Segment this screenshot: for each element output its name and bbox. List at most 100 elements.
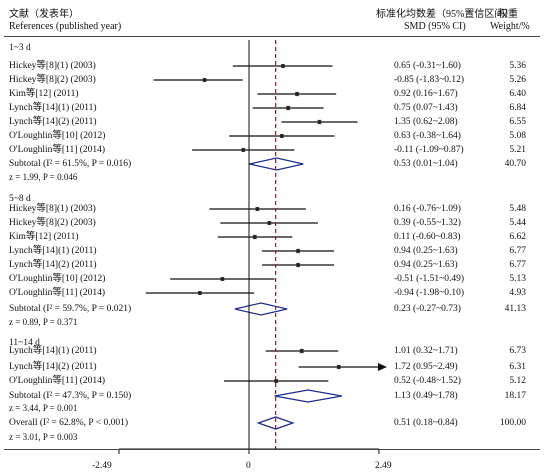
study-row: Lynch等[14](1) (2011) 0.94 (0.25~1.63) 6.77 xyxy=(0,244,544,258)
row-weight: 6.31 xyxy=(509,362,526,372)
row-weight: 4.93 xyxy=(509,288,526,298)
subgroup-z-test: z = 0.89, P = 0.371 xyxy=(9,317,78,327)
point-estimate xyxy=(255,207,260,211)
footer-divider xyxy=(4,449,540,450)
point-estimate xyxy=(286,106,291,110)
row-weight: 6.84 xyxy=(509,103,526,113)
row-smd-ci: 1.72 (0.95~2.49) xyxy=(394,362,458,372)
row-label: Lynch等[14](2) (2011) xyxy=(9,260,97,270)
subtotal-row: Subtotal (I² = 59.7%, P = 0.021) 0.23 (-0… xyxy=(0,302,544,316)
row-label: Lynch等[14](2) (2011) xyxy=(9,362,97,372)
row-weight: 40.70 xyxy=(504,159,526,169)
point-estimate xyxy=(197,291,202,295)
pooled-diamond xyxy=(256,416,295,430)
study-row: O'Loughlin等[11] (2014) -0.11 (-1.09~0.87)… xyxy=(0,143,544,157)
row-weight: 5.48 xyxy=(509,204,526,214)
study-row: O'Loughlin等[10] (2012) -0.51 (-1.51~0.49)… xyxy=(0,272,544,286)
row-smd-ci: -0.85 (-1.83~0.12) xyxy=(394,75,465,85)
row-smd-ci: -0.11 (-1.09~0.87) xyxy=(394,145,464,155)
row-smd-ci: 0.53 (0.01~1.04) xyxy=(394,159,458,169)
subgroup-z-test: z = 1.99, P = 0.046 xyxy=(9,172,78,182)
pooled-diamond xyxy=(274,389,343,403)
row-smd-ci: 1.35 (0.62~2.08) xyxy=(394,117,458,127)
row-smd-ci: 0.65 (-0.31~1.60) xyxy=(394,61,461,71)
row-label: Kim等[12] (2011) xyxy=(9,89,79,99)
point-estimate xyxy=(296,249,301,253)
subgroup-z-test: z = 3.44, P = 0.001 xyxy=(9,403,78,413)
header-smd-cn: 标准化均数差（95%置信区间） xyxy=(376,9,515,20)
row-label: Lynch等[14](1) (2011) xyxy=(9,246,97,256)
header-weight-cn: 权重 xyxy=(498,9,518,20)
x-tick-label: -2.49 xyxy=(92,461,112,471)
study-row: Lynch等[14](1) (2011) 1.01 (0.32~1.71) 6.73 xyxy=(0,344,544,358)
study-row: Hickey等[8](2) (2003) 0.39 (-0.55~1.32) 5.4… xyxy=(0,216,544,230)
x-tick-label: 0 xyxy=(246,461,251,471)
row-weight: 41.13 xyxy=(504,304,526,314)
row-label: Hickey等[8](2) (2003) xyxy=(9,218,96,228)
row-label: O'Loughlin等[10] (2012) xyxy=(9,274,106,284)
point-estimate xyxy=(296,263,301,267)
row-label: Subtotal (I² = 47.3%, P = 0.150) xyxy=(9,391,132,401)
point-estimate xyxy=(202,78,207,82)
row-weight: 6.62 xyxy=(509,232,526,242)
study-row: O'Loughlin等[11] (2014) 0.52 (-0.48~1.52) 5… xyxy=(0,374,544,388)
row-smd-ci: 0.39 (-0.55~1.32) xyxy=(394,218,461,228)
subtotal-row: Subtotal (I² = 61.5%, P = 0.016) 0.53 (0.… xyxy=(0,157,544,171)
row-label: O'Loughlin等[11] (2014) xyxy=(9,376,106,386)
study-row: Hickey等[8](2) (2003) -0.85 (-1.83~0.12) 5.… xyxy=(0,73,544,87)
study-row: O'Loughlin等[11] (2014) -0.94 (-1.98~0.10)… xyxy=(0,286,544,300)
study-row: Lynch等[14](2) (2011) 1.35 (0.62~2.08) 6.55 xyxy=(0,115,544,129)
row-weight: 6.73 xyxy=(509,346,526,356)
row-label: Hickey等[8](2) (2003) xyxy=(9,75,96,85)
row-label: Lynch等[14](2) (2011) xyxy=(9,117,97,127)
overall-z-test: z = 3.01, P = 0.003 xyxy=(9,432,78,442)
row-weight: 6.55 xyxy=(509,117,526,127)
row-label: O'Loughlin等[11] (2014) xyxy=(9,145,106,155)
row-smd-ci: 0.94 (0.25~1.63) xyxy=(394,260,458,270)
row-smd-ci: 0.94 (0.25~1.63) xyxy=(394,246,458,256)
row-weight: 18.17 xyxy=(504,391,526,401)
study-row: Lynch等[14](1) (2011) 0.75 (0.07~1.43) 6.84 xyxy=(0,101,544,115)
header-weight-en: Weight/% xyxy=(490,21,530,32)
row-weight: 100.00 xyxy=(499,418,526,428)
subgroup-label: 11~14 d xyxy=(9,338,40,348)
row-smd-ci: -0.51 (-1.51~0.49) xyxy=(394,274,465,284)
row-weight: 5.44 xyxy=(509,218,526,228)
point-estimate xyxy=(220,277,225,281)
pooled-diamond xyxy=(249,157,304,171)
row-label: O'Loughlin等[11] (2014) xyxy=(9,288,106,298)
subgroup-label: 5~8 d xyxy=(9,194,31,204)
study-row: Lynch等[14](2) (2011) 0.94 (0.25~1.63) 6.77 xyxy=(0,258,544,272)
header-references-en: References (published year) xyxy=(9,21,122,32)
row-label: Overall (I² = 62.8%, P < 0.001) xyxy=(9,418,129,428)
row-weight: 5.12 xyxy=(509,376,526,386)
study-row: Kim等[12] (2011) 0.92 (0.16~1.67) 6.40 xyxy=(0,87,544,101)
ci-arrow xyxy=(377,363,387,371)
point-estimate xyxy=(317,120,322,124)
study-row: Hickey等[8](1) (2003) 0.65 (-0.31~1.60) 5.3… xyxy=(0,59,544,73)
point-estimate xyxy=(280,64,285,68)
row-smd-ci: 1.01 (0.32~1.71) xyxy=(394,346,458,356)
point-estimate xyxy=(252,235,257,239)
row-weight: 5.36 xyxy=(509,61,526,71)
row-weight: 6.77 xyxy=(509,246,526,256)
point-estimate xyxy=(336,365,341,369)
header-references-cn: 文献（发表年） xyxy=(9,9,79,20)
row-smd-ci: 0.23 (-0.27~0.73) xyxy=(394,304,461,314)
pooled-diamond xyxy=(234,302,288,316)
point-estimate xyxy=(241,148,246,152)
row-weight: 5.26 xyxy=(509,75,526,85)
study-row: Lynch等[14](2) (2011) 1.72 (0.95~2.49) 6.31 xyxy=(0,360,544,374)
row-smd-ci: 0.16 (-0.76~1.09) xyxy=(394,204,461,214)
row-weight: 5.08 xyxy=(509,131,526,141)
point-estimate xyxy=(295,92,300,96)
row-label: Hickey等[8](1) (2003) xyxy=(9,204,96,214)
row-label: Kim等[12] (2011) xyxy=(9,232,79,242)
row-label: Subtotal (I² = 61.5%, P = 0.016) xyxy=(9,159,132,169)
point-estimate xyxy=(267,221,272,225)
row-smd-ci: 0.75 (0.07~1.43) xyxy=(394,103,458,113)
row-weight: 6.40 xyxy=(509,89,526,99)
row-label: O'Loughlin等[10] (2012) xyxy=(9,131,106,141)
header-divider xyxy=(4,36,540,37)
